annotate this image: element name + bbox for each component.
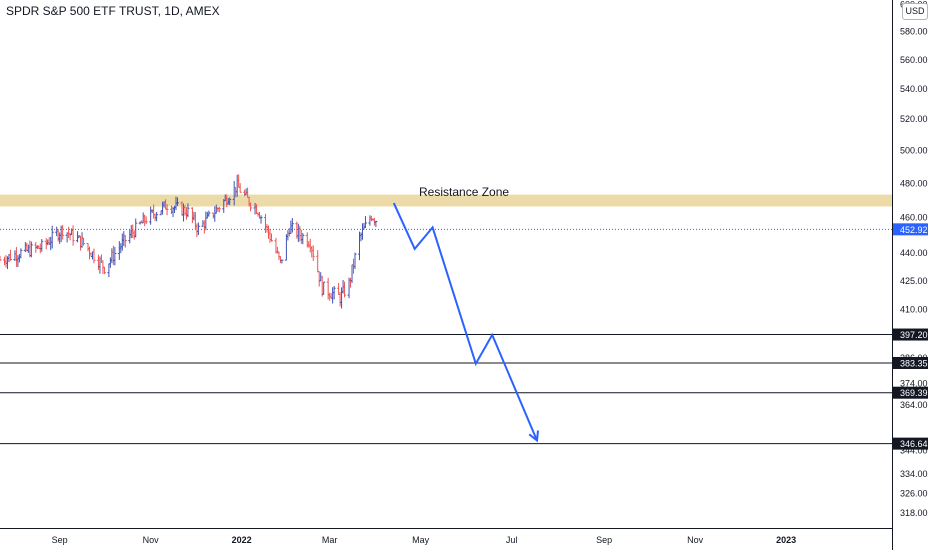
y-tick-label: 334.00	[900, 469, 928, 479]
projection-path[interactable]	[392, 202, 538, 441]
level-price-badge	[893, 437, 928, 450]
level-price-label: 397.20	[900, 330, 928, 340]
y-tick-label: 326.00	[900, 488, 928, 498]
x-tick-label: May	[412, 535, 430, 545]
x-tick-label: Nov	[143, 535, 160, 545]
y-tick-label: 520.00	[900, 114, 928, 124]
y-tick-label: 344.00	[900, 445, 928, 455]
level-price-badge	[893, 356, 928, 369]
x-tick-label: Sep	[596, 535, 612, 545]
level-price-badge	[893, 386, 928, 399]
x-tick-label: 2022	[232, 535, 252, 545]
resistance-zone[interactable]	[0, 194, 892, 207]
current-price-label: 452.92	[900, 225, 928, 235]
y-tick-label: 318.00	[900, 508, 928, 518]
price-axis-panel[interactable]	[892, 0, 932, 550]
x-tick-label: 2023	[776, 535, 796, 545]
y-tick-label: 460.00	[900, 212, 928, 222]
y-tick-label: 410.00	[900, 305, 928, 315]
y-tick-label: 580.00	[900, 27, 928, 37]
x-tick-label: Mar	[322, 535, 338, 545]
currency-badge[interactable]: USD	[902, 3, 928, 20]
y-tick-label: 425.00	[900, 276, 928, 286]
y-tick-label: 500.00	[900, 146, 928, 156]
y-tick-label: 560.00	[900, 55, 928, 65]
y-tick-label: 374.00	[900, 378, 928, 388]
level-price-label: 346.64	[900, 439, 928, 449]
current-price-badge	[893, 223, 928, 236]
x-tick-label: Sep	[52, 535, 68, 545]
x-tick-label: Nov	[687, 535, 704, 545]
level-price-badge	[893, 328, 928, 341]
x-tick-label: Jul	[506, 535, 518, 545]
symbol-title: SPDR S&P 500 ETF TRUST, 1D, AMEX	[6, 4, 220, 18]
level-price-label: 369.39	[900, 388, 928, 398]
resistance-zone-label: Resistance Zone	[419, 185, 509, 199]
level-price-label: 383.35	[900, 358, 928, 368]
y-tick-label: 540.00	[900, 84, 928, 94]
y-tick-label: 440.00	[900, 248, 928, 258]
y-tick-label: 480.00	[900, 178, 928, 188]
projection-arrowhead	[528, 430, 539, 443]
y-tick-label: 364.00	[900, 400, 928, 410]
